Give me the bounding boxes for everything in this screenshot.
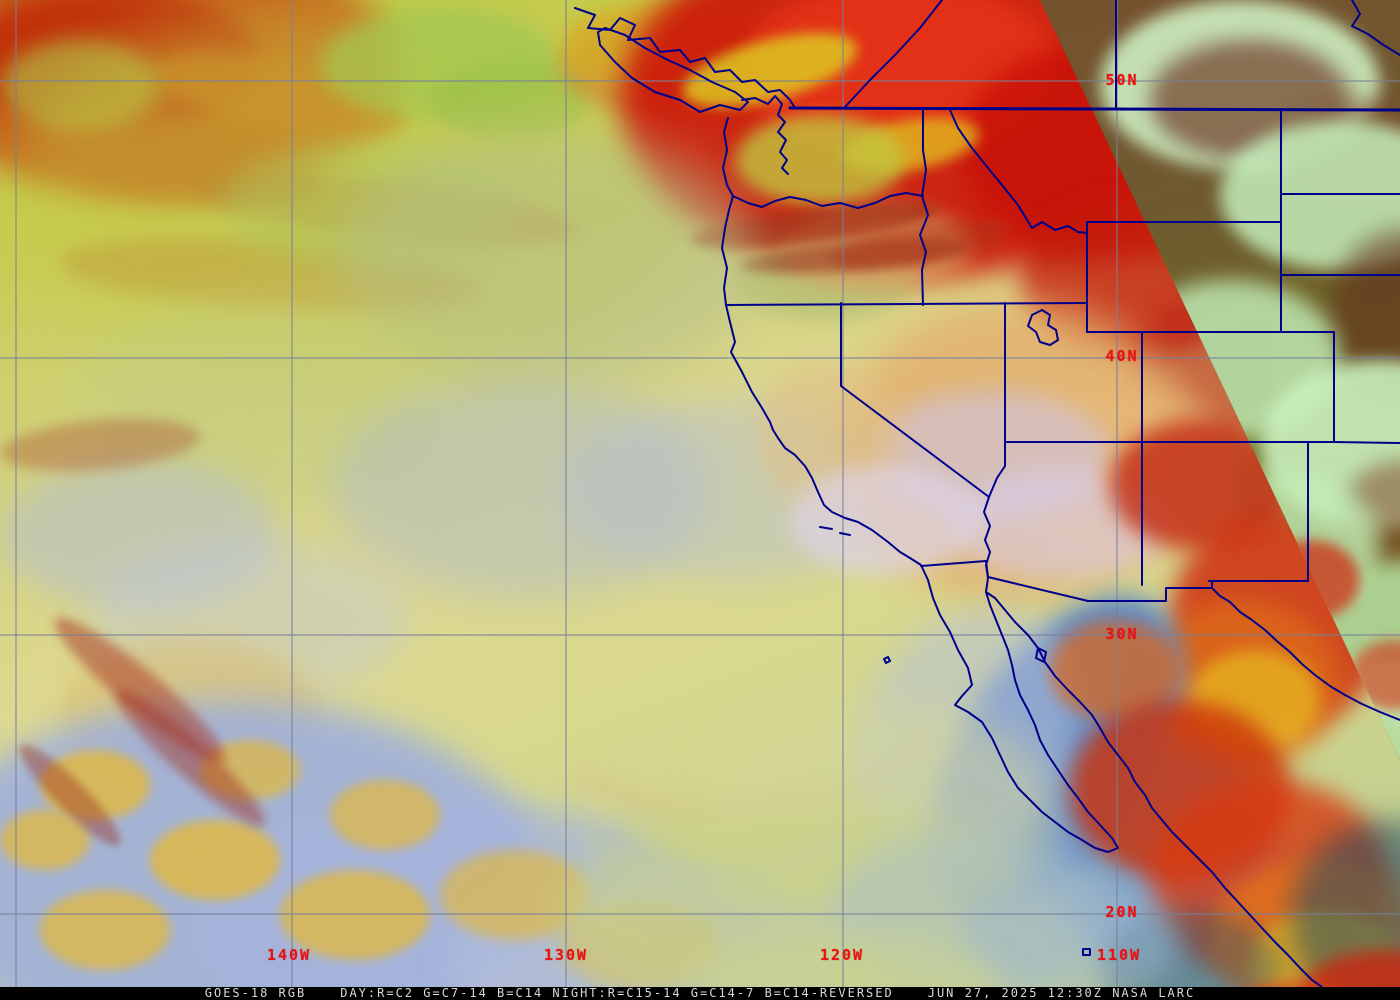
lat-label-50n: 50N bbox=[1105, 71, 1139, 89]
lon-label-120w: 120W bbox=[819, 946, 865, 964]
lon-label-110w: 110W bbox=[1096, 946, 1142, 964]
lat-label-20n: 20N bbox=[1105, 903, 1139, 921]
caption-recipe: DAY:R=C2 G=C7-14 B=C14 NIGHT:R=C15-14 G=… bbox=[340, 986, 894, 1000]
caption-timestamp: JUN 27, 2025 12:30Z NASA LARC bbox=[927, 986, 1196, 1000]
lat-label-30n: 30N bbox=[1105, 625, 1139, 643]
lat-label-40n: 40N bbox=[1105, 347, 1139, 365]
lon-label-140w: 140W bbox=[266, 946, 312, 964]
caption-product: GOES-18 RGB bbox=[204, 986, 307, 1000]
lon-label-130w: 130W bbox=[543, 946, 589, 964]
caption-bar: GOES-18 RGB DAY:R=C2 G=C7-14 B=C14 NIGHT… bbox=[0, 987, 1400, 1000]
